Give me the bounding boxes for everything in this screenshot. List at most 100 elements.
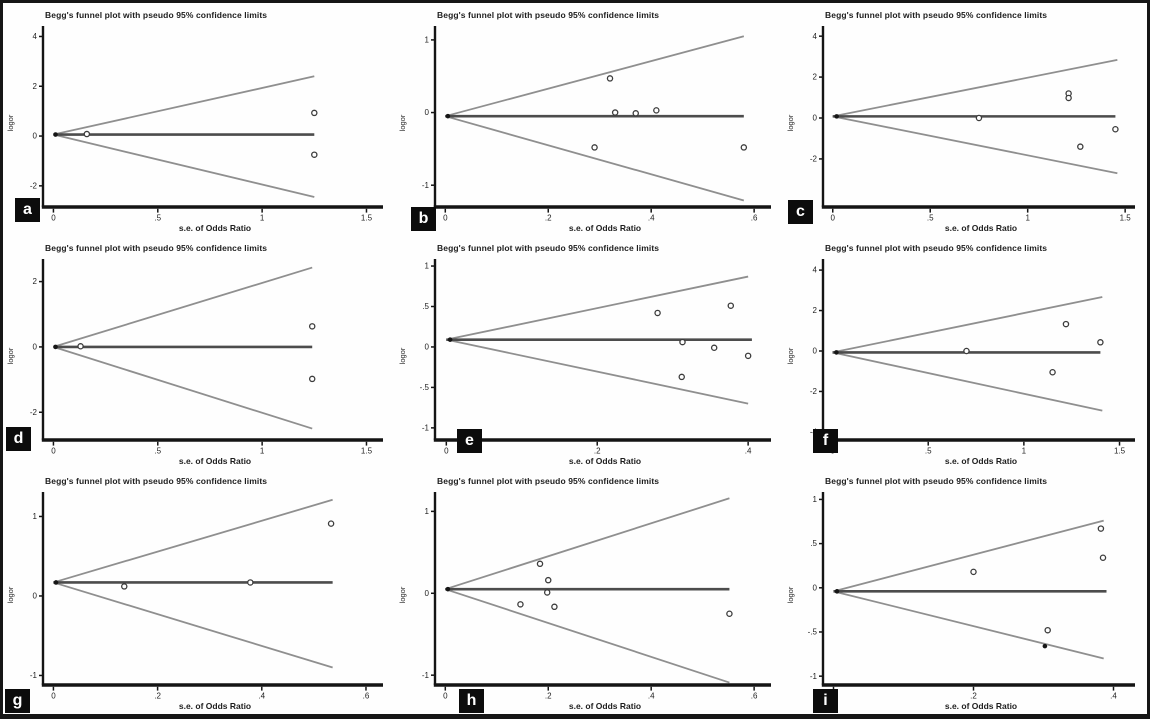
funnel-plot: -2 0 2 4 0 .5 1 1.5 — [30, 26, 383, 223]
y-axis-label: logor — [785, 114, 795, 131]
svg-text:.4: .4 — [648, 214, 655, 223]
x-axis-label: s.e. of Odds Ratio — [568, 456, 642, 466]
svg-text:-2: -2 — [30, 181, 38, 190]
svg-text:.5: .5 — [810, 539, 817, 548]
svg-text:0: 0 — [443, 214, 448, 223]
plot-area: logor -2 0 2 0 .5 1 1.5 — [5, 255, 391, 456]
y-axis-label: logor — [5, 347, 15, 364]
x-axis-label: s.e. of Odds Ratio — [944, 223, 1018, 233]
plot-title: Begg's funnel plot with pseudo 95% confi… — [437, 243, 660, 253]
svg-text:1: 1 — [33, 512, 38, 521]
x-axis-label: s.e. of Odds Ratio — [944, 701, 1018, 711]
svg-text:1: 1 — [813, 495, 818, 504]
svg-text:4: 4 — [33, 32, 38, 41]
panel-letter-badge: b — [411, 207, 436, 231]
svg-text:.6: .6 — [751, 692, 758, 701]
svg-text:.2: .2 — [545, 692, 552, 701]
svg-text:-1: -1 — [422, 671, 430, 680]
svg-text:0: 0 — [33, 132, 38, 141]
x-axis-label: s.e. of Odds Ratio — [178, 223, 252, 233]
funnel-plot: -2 0 2 4 0 .5 1 1.5 — [810, 26, 1135, 223]
x-axis-label: s.e. of Odds Ratio — [568, 701, 642, 711]
funnel-plot-panel-h: Begg's funnel plot with pseudo 95% confi… — [395, 469, 783, 714]
svg-text:-2: -2 — [810, 387, 818, 396]
funnel-plot: -1-.50.510.2.4 — [808, 492, 1135, 701]
plot-area: logor -2 0 2 4 0 .5 1 1.5 — [6, 22, 391, 223]
svg-text:.2: .2 — [154, 692, 161, 701]
svg-text:-.5: -.5 — [420, 383, 430, 392]
panel-letter-badge: f — [813, 429, 838, 453]
svg-text:1: 1 — [425, 262, 430, 271]
svg-text:1: 1 — [425, 507, 430, 516]
svg-text:.2: .2 — [594, 447, 601, 456]
svg-text:0: 0 — [33, 592, 38, 601]
y-axis-label: logor — [397, 586, 407, 603]
svg-text:-1: -1 — [422, 423, 430, 432]
svg-text:1.5: 1.5 — [1120, 214, 1132, 223]
svg-text:.2: .2 — [970, 692, 977, 701]
svg-text:.6: .6 — [751, 214, 758, 223]
svg-text:1: 1 — [1022, 447, 1027, 456]
panel-letter-badge: g — [5, 689, 30, 713]
svg-text:0: 0 — [813, 347, 818, 356]
y-axis-label: logor — [785, 586, 795, 603]
svg-text:-1: -1 — [422, 181, 430, 190]
plot-title: Begg's funnel plot with pseudo 95% confi… — [825, 476, 1048, 486]
panel-letter-badge: c — [788, 200, 813, 224]
panel-letter-badge: i — [813, 689, 838, 713]
plot-area: logor -1-.50.510.2.4 — [785, 488, 1143, 701]
svg-text:1.5: 1.5 — [1114, 447, 1126, 456]
plot-title: Begg's funnel plot with pseudo 95% confi… — [825, 10, 1048, 20]
funnel-plot-panel-e: Begg's funnel plot with pseudo 95% confi… — [395, 236, 783, 469]
x-axis-label: s.e. of Odds Ratio — [178, 456, 252, 466]
svg-text:0: 0 — [813, 583, 818, 592]
y-axis-label: logor — [5, 586, 15, 603]
svg-text:.4: .4 — [1110, 692, 1117, 701]
svg-text:1: 1 — [1025, 214, 1030, 223]
plot-title: Begg's funnel plot with pseudo 95% confi… — [437, 10, 660, 20]
svg-text:-2: -2 — [810, 155, 818, 164]
funnel-plot: -2 0 2 0 .5 1 1.5 — [30, 259, 383, 456]
svg-text:0: 0 — [831, 214, 836, 223]
svg-text:0: 0 — [51, 447, 56, 456]
svg-text:2: 2 — [813, 306, 818, 315]
funnel-plot-panel-f: Begg's funnel plot with pseudo 95% confi… — [783, 236, 1147, 469]
x-axis-label: s.e. of Odds Ratio — [944, 456, 1018, 466]
svg-text:2: 2 — [33, 82, 38, 91]
svg-text:0: 0 — [425, 343, 430, 352]
funnel-plot-panel-d: Begg's funnel plot with pseudo 95% confi… — [3, 236, 395, 469]
plot-area: logor -1 0 1 0 .2 .4 .6 — [397, 488, 779, 701]
svg-text:4: 4 — [813, 266, 818, 275]
plot-area: logor -1 0 1 0 .2 .4 .6 — [5, 488, 391, 701]
svg-text:2: 2 — [33, 277, 38, 286]
svg-text:.5: .5 — [927, 214, 934, 223]
plot-title: Begg's funnel plot with pseudo 95% confi… — [45, 10, 268, 20]
funnel-plot-panel-c: Begg's funnel plot with pseudo 95% confi… — [783, 3, 1147, 236]
svg-text:.5: .5 — [422, 302, 429, 311]
svg-text:4: 4 — [813, 32, 818, 41]
x-axis-label: s.e. of Odds Ratio — [178, 701, 252, 711]
svg-text:-.5: -.5 — [808, 628, 818, 637]
plot-title: Begg's funnel plot with pseudo 95% confi… — [437, 476, 660, 486]
svg-text:0: 0 — [51, 214, 56, 223]
svg-text:2: 2 — [813, 73, 818, 82]
svg-text:0: 0 — [425, 108, 430, 117]
svg-text:1.5: 1.5 — [361, 447, 373, 456]
svg-text:1: 1 — [425, 35, 430, 44]
funnel-plot: -1 0 1 0 .2 .4 .6 — [422, 492, 771, 701]
funnel-plot: -1-.50.510.2.4 — [420, 259, 771, 456]
svg-text:.5: .5 — [154, 214, 161, 223]
svg-text:0: 0 — [444, 447, 449, 456]
funnel-plot-panel-b: Begg's funnel plot with pseudo 95% confi… — [395, 3, 783, 236]
svg-text:1: 1 — [260, 447, 265, 456]
svg-text:-1: -1 — [30, 671, 38, 680]
svg-text:.2: .2 — [545, 214, 552, 223]
plot-area: logor -2 0 2 4 0 .5 1 1.5 — [785, 22, 1143, 223]
svg-text:0: 0 — [51, 692, 56, 701]
panel-letter-badge: d — [6, 427, 31, 451]
funnel-plot-panel-g: Begg's funnel plot with pseudo 95% confi… — [3, 469, 395, 714]
plot-title: Begg's funnel plot with pseudo 95% confi… — [45, 476, 268, 486]
